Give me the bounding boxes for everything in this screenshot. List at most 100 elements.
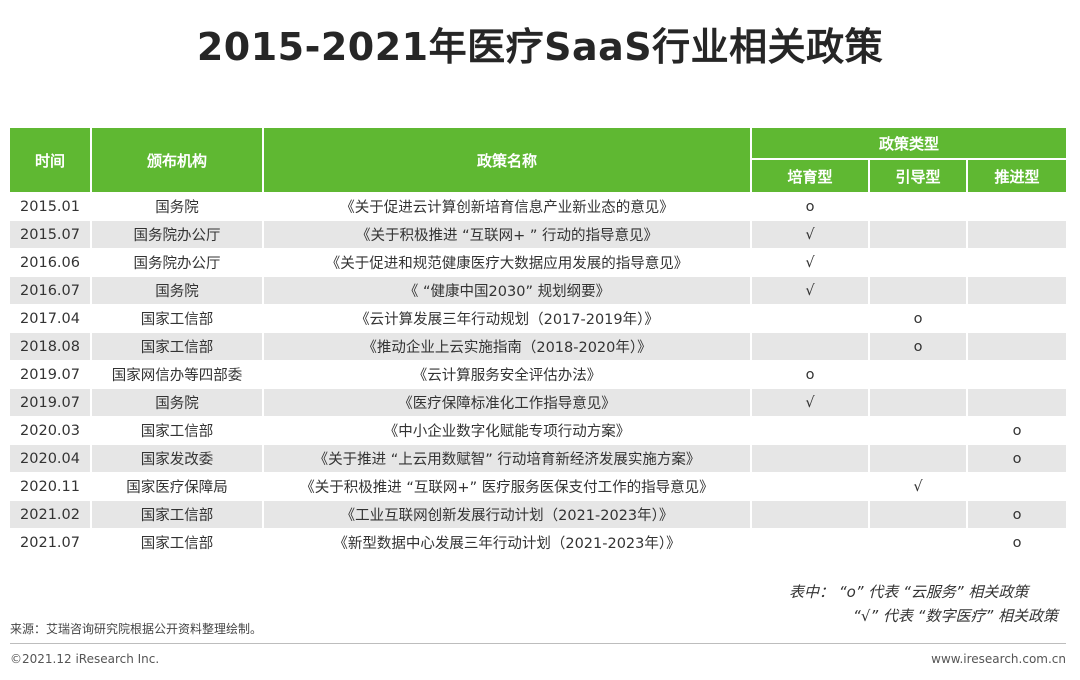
footer-divider [10, 643, 1066, 644]
cell-date: 2020.11 [10, 472, 92, 500]
cell-date: 2016.06 [10, 248, 92, 276]
source-note: 来源：艾瑞咨询研究院根据公开资料整理绘制。 [10, 622, 263, 636]
cell-type-guide: √ [870, 472, 968, 500]
cell-type-cultivate [752, 444, 870, 472]
cell-agency: 国家发改委 [92, 444, 264, 472]
cell-policy-name: 《关于推进 “上云用数赋智” 行动培育新经济发展实施方案》 [264, 444, 752, 472]
copyright: ©2021.12 iResearch Inc. [10, 652, 160, 666]
cell-type-cultivate: √ [752, 220, 870, 248]
cell-date: 2018.08 [10, 332, 92, 360]
table-row: 2015.01 国务院 《关于促进云计算创新培育信息产业新业态的意见》 o [10, 192, 1067, 220]
table-row: 2020.03 国家工信部 《中小企业数字化赋能专项行动方案》 o [10, 416, 1067, 444]
header-type-cultivate: 培育型 [752, 158, 870, 192]
cell-date: 2016.07 [10, 276, 92, 304]
cell-type-guide [870, 248, 968, 276]
cell-type-promote [968, 472, 1067, 500]
cell-policy-name: 《关于促进和规范健康医疗大数据应用发展的指导意见》 [264, 248, 752, 276]
cell-type-cultivate: √ [752, 248, 870, 276]
cell-type-promote [968, 304, 1067, 332]
cell-type-promote [968, 360, 1067, 388]
cell-policy-name: 《 “健康中国2030” 规划纲要》 [264, 276, 752, 304]
cell-agency: 国务院 [92, 192, 264, 220]
cell-type-guide [870, 500, 968, 528]
header-agency: 颁布机构 [92, 128, 264, 192]
cell-type-cultivate: √ [752, 276, 870, 304]
cell-type-promote: o [968, 528, 1067, 556]
cell-date: 2020.03 [10, 416, 92, 444]
cell-type-guide [870, 416, 968, 444]
legend-line-cloud: 表中： “o” 代表 “云服务” 相关政策 [789, 583, 1029, 601]
cell-type-guide [870, 192, 968, 220]
cell-type-promote [968, 388, 1067, 416]
table-row: 2017.04 国家工信部 《云计算发展三年行动规划（2017-2019年）》 o [10, 304, 1067, 332]
cell-agency: 国务院 [92, 388, 264, 416]
cell-policy-name: 《关于积极推进 “互联网+” 医疗服务医保支付工作的指导意见》 [264, 472, 752, 500]
cell-type-promote: o [968, 500, 1067, 528]
cell-type-cultivate [752, 528, 870, 556]
cell-policy-name: 《云计算发展三年行动规划（2017-2019年）》 [264, 304, 752, 332]
cell-type-promote [968, 248, 1067, 276]
cell-type-guide [870, 220, 968, 248]
cell-type-guide [870, 444, 968, 472]
table-row: 2019.07 国家网信办等四部委 《云计算服务安全评估办法》 o [10, 360, 1067, 388]
legend-line-digital-medical: “√” 代表 “数字医疗” 相关政策 [853, 607, 1058, 625]
cell-type-promote [968, 332, 1067, 360]
cell-policy-name: 《新型数据中心发展三年行动计划（2021-2023年）》 [264, 528, 752, 556]
cell-type-guide: o [870, 332, 968, 360]
cell-agency: 国家工信部 [92, 304, 264, 332]
policy-table: 时间 颁布机构 政策名称 政策类型 培育型 引导型 推进型 2015.01 国务院… [10, 128, 1067, 556]
table-row: 2019.07 国务院 《医疗保障标准化工作指导意见》 √ [10, 388, 1067, 416]
header-policy-name: 政策名称 [264, 128, 752, 192]
cell-type-promote [968, 220, 1067, 248]
cell-policy-name: 《推动企业上云实施指南（2018-2020年）》 [264, 332, 752, 360]
cell-date: 2021.07 [10, 528, 92, 556]
website-url: www.iresearch.com.cn [931, 652, 1066, 666]
table-row: 2016.06 国务院办公厅 《关于促进和规范健康医疗大数据应用发展的指导意见》 √ [10, 248, 1067, 276]
table-row: 2020.04 国家发改委 《关于推进 “上云用数赋智” 行动培育新经济发展实施方案… [10, 444, 1067, 472]
cell-type-promote [968, 276, 1067, 304]
cell-date: 2015.07 [10, 220, 92, 248]
cell-type-guide [870, 388, 968, 416]
cell-agency: 国家工信部 [92, 528, 264, 556]
cell-policy-name: 《中小企业数字化赋能专项行动方案》 [264, 416, 752, 444]
cell-agency: 国家工信部 [92, 332, 264, 360]
cell-type-cultivate: o [752, 360, 870, 388]
table-row: 2020.11 国家医疗保障局 《关于积极推进 “互联网+” 医疗服务医保支付工作的… [10, 472, 1067, 500]
cell-type-cultivate: √ [752, 388, 870, 416]
cell-agency: 国务院办公厅 [92, 220, 264, 248]
header-time: 时间 [10, 128, 92, 192]
cell-policy-name: 《云计算服务安全评估办法》 [264, 360, 752, 388]
cell-type-cultivate [752, 416, 870, 444]
table-row: 2021.07 国家工信部 《新型数据中心发展三年行动计划（2021-2023年）》… [10, 528, 1067, 556]
cell-type-cultivate [752, 472, 870, 500]
cell-date: 2017.04 [10, 304, 92, 332]
cell-policy-name: 《医疗保障标准化工作指导意见》 [264, 388, 752, 416]
header-type-promote: 推进型 [968, 158, 1067, 192]
cell-agency: 国家网信办等四部委 [92, 360, 264, 388]
cell-type-promote: o [968, 444, 1067, 472]
header-policy-type: 政策类型 [752, 128, 1067, 158]
cell-type-promote [968, 192, 1067, 220]
cell-date: 2015.01 [10, 192, 92, 220]
cell-agency: 国务院办公厅 [92, 248, 264, 276]
cell-agency: 国家医疗保障局 [92, 472, 264, 500]
cell-agency: 国家工信部 [92, 500, 264, 528]
cell-type-cultivate [752, 500, 870, 528]
cell-type-guide [870, 360, 968, 388]
table-row: 2021.02 国家工信部 《工业互联网创新发展行动计划（2021-2023年）》 o [10, 500, 1067, 528]
cell-date: 2019.07 [10, 360, 92, 388]
cell-agency: 国家工信部 [92, 416, 264, 444]
cell-type-cultivate [752, 304, 870, 332]
cell-policy-name: 《工业互联网创新发展行动计划（2021-2023年）》 [264, 500, 752, 528]
cell-type-cultivate [752, 332, 870, 360]
cell-agency: 国务院 [92, 276, 264, 304]
cell-type-guide [870, 276, 968, 304]
cell-type-cultivate: o [752, 192, 870, 220]
cell-policy-name: 《关于促进云计算创新培育信息产业新业态的意见》 [264, 192, 752, 220]
header-type-guide: 引导型 [870, 158, 968, 192]
legend: 表中： “o” 代表 “云服务” 相关政策 “√” 代表 “数字医疗” 相关政策 [789, 580, 1058, 628]
table-row: 2018.08 国家工信部 《推动企业上云实施指南（2018-2020年）》 o [10, 332, 1067, 360]
cell-type-promote: o [968, 416, 1067, 444]
page-title: 2015-2021年医疗SaaS行业相关政策 [196, 25, 884, 69]
cell-policy-name: 《关于积极推进 “互联网+ ” 行动的指导意见》 [264, 220, 752, 248]
